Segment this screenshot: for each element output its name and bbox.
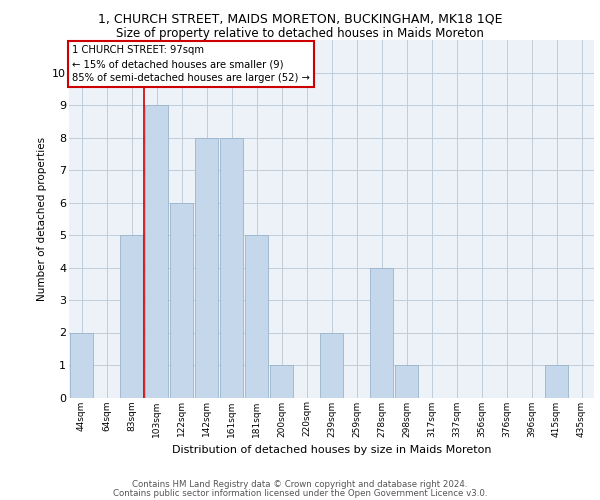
Bar — [194, 138, 218, 398]
X-axis label: Distribution of detached houses by size in Maids Moreton: Distribution of detached houses by size … — [172, 445, 491, 455]
Bar — [320, 332, 343, 398]
Bar — [370, 268, 394, 398]
Bar — [545, 365, 568, 398]
Bar — [145, 105, 169, 398]
Bar — [269, 365, 293, 398]
Bar — [119, 235, 143, 398]
Bar — [220, 138, 244, 398]
Bar — [70, 332, 94, 398]
Text: Contains public sector information licensed under the Open Government Licence v3: Contains public sector information licen… — [113, 489, 487, 498]
Bar — [245, 235, 268, 398]
Text: Contains HM Land Registry data © Crown copyright and database right 2024.: Contains HM Land Registry data © Crown c… — [132, 480, 468, 489]
Bar — [170, 202, 193, 398]
Text: 1, CHURCH STREET, MAIDS MORETON, BUCKINGHAM, MK18 1QE: 1, CHURCH STREET, MAIDS MORETON, BUCKING… — [98, 12, 502, 26]
Y-axis label: Number of detached properties: Number of detached properties — [37, 136, 47, 301]
Bar — [395, 365, 418, 398]
Text: 1 CHURCH STREET: 97sqm
← 15% of detached houses are smaller (9)
85% of semi-deta: 1 CHURCH STREET: 97sqm ← 15% of detached… — [71, 46, 310, 84]
Text: Size of property relative to detached houses in Maids Moreton: Size of property relative to detached ho… — [116, 28, 484, 40]
